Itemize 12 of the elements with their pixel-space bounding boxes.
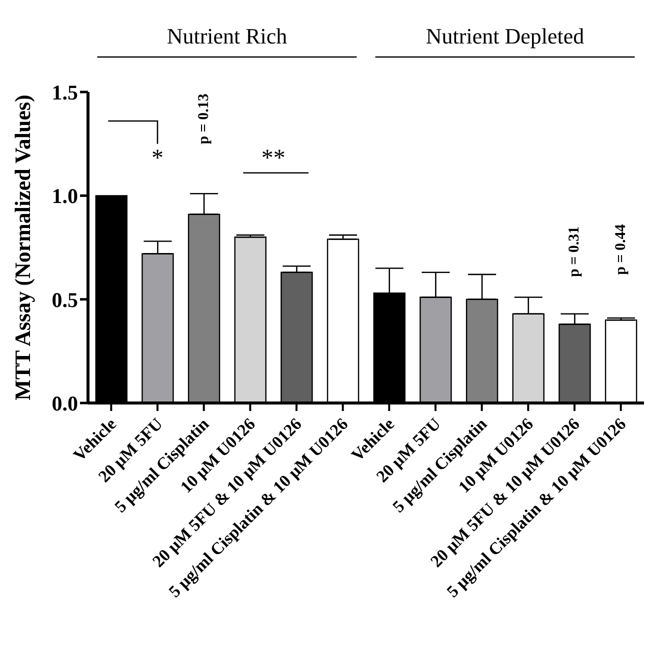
y-tick-label: 1.5 — [52, 80, 78, 104]
y-tick-label: 0.5 — [52, 288, 78, 312]
y-tick-label: 0.0 — [52, 391, 78, 416]
text: Nutrient Rich — [166, 24, 288, 48]
annotation: ** — [261, 145, 286, 172]
y-tick-label: 1.0 — [52, 184, 78, 208]
annotation: p = 0.31 — [566, 226, 582, 277]
annotation: p = 0.13 — [196, 94, 212, 144]
text: Nutrient Depleted — [426, 24, 584, 48]
annotation: p = 0.44 — [612, 224, 629, 275]
annotation: * — [152, 145, 164, 172]
y-axis-title: MTT Assay (Normalized Values) — [10, 94, 35, 400]
